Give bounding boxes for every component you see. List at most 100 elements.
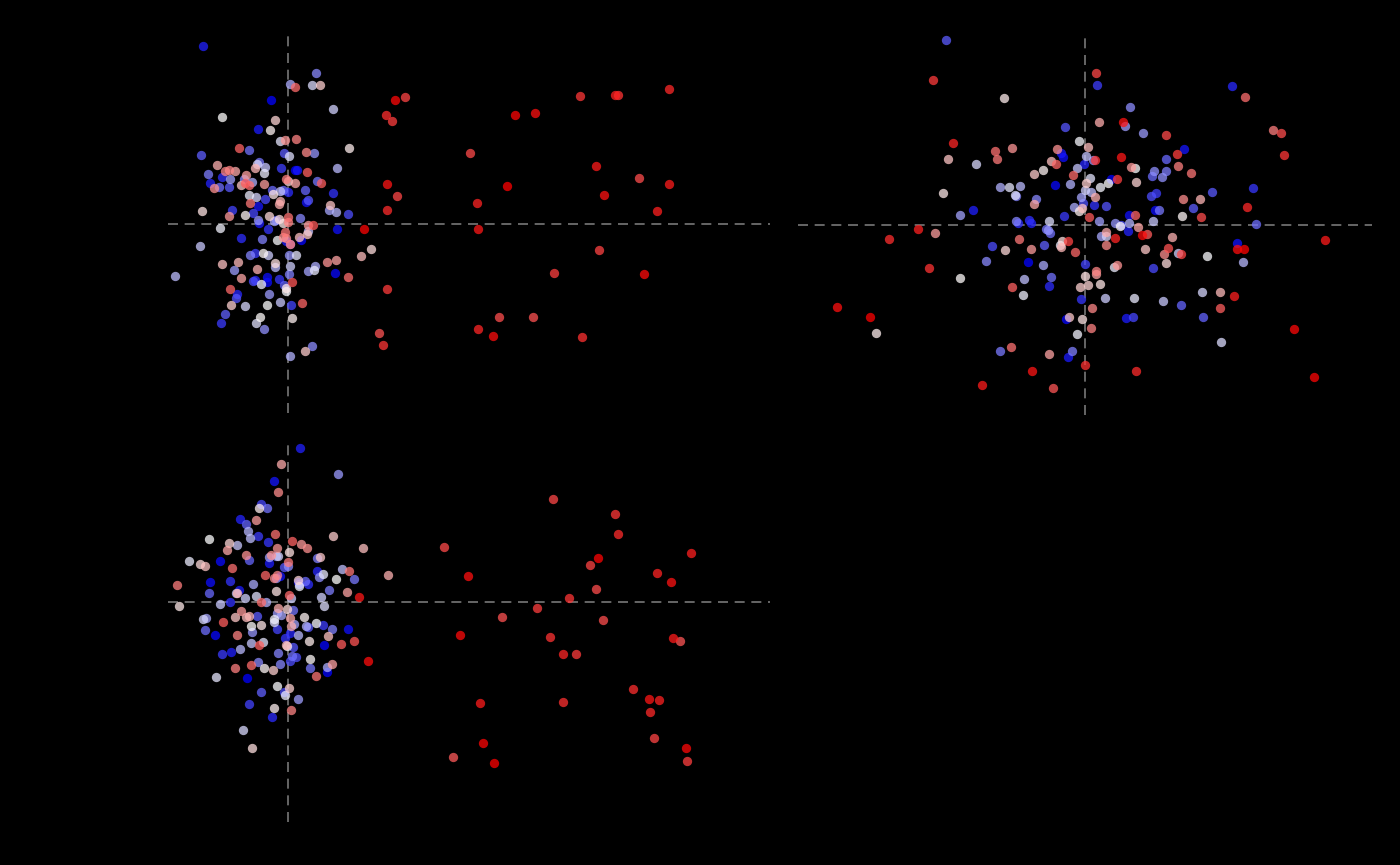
Point	[217, 163, 239, 176]
Point	[1071, 312, 1093, 326]
Point	[1064, 245, 1086, 259]
Point	[295, 619, 318, 633]
Point	[297, 224, 319, 238]
Point	[367, 326, 389, 340]
Point	[283, 617, 305, 631]
Point	[1145, 186, 1168, 200]
Point	[281, 275, 304, 289]
Point	[1121, 310, 1144, 324]
Point	[224, 611, 246, 625]
Point	[224, 163, 246, 177]
Point	[1021, 215, 1043, 229]
Point	[239, 657, 262, 671]
Point	[312, 599, 335, 612]
Point	[279, 77, 301, 91]
Point	[981, 240, 1004, 253]
Point	[1245, 217, 1267, 231]
Point	[865, 326, 888, 340]
Point	[266, 484, 288, 498]
Point	[262, 214, 284, 227]
Point	[375, 177, 398, 191]
Point	[942, 136, 965, 150]
Point	[277, 428, 300, 442]
Point	[386, 189, 409, 202]
Point	[312, 567, 335, 580]
Point	[937, 151, 959, 165]
Point	[622, 682, 644, 695]
Point	[1033, 238, 1056, 252]
Point	[1071, 201, 1093, 215]
Point	[988, 343, 1011, 357]
Point	[384, 93, 406, 106]
Point	[283, 80, 305, 94]
Point	[295, 145, 318, 159]
Point	[220, 283, 242, 297]
Point	[246, 157, 269, 171]
Point	[248, 502, 270, 516]
Point	[1117, 224, 1140, 238]
Point	[230, 605, 252, 618]
Point	[234, 176, 256, 189]
Point	[1072, 157, 1095, 171]
Point	[1077, 279, 1099, 292]
Point	[258, 550, 280, 564]
Point	[552, 647, 574, 661]
Point	[199, 176, 221, 190]
Point	[280, 619, 302, 633]
Point	[230, 271, 252, 285]
Point	[237, 524, 259, 538]
Point	[262, 187, 284, 201]
Point	[588, 243, 610, 257]
Point	[1103, 231, 1126, 245]
Point	[680, 546, 703, 560]
Point	[1170, 208, 1193, 222]
Point	[543, 266, 566, 280]
Point	[1035, 222, 1057, 236]
Point	[1032, 163, 1054, 176]
Point	[1119, 216, 1141, 230]
Point	[304, 670, 326, 683]
Point	[242, 206, 265, 220]
Point	[1148, 203, 1170, 217]
Point	[1113, 119, 1135, 133]
Point	[395, 90, 417, 104]
Point	[1084, 189, 1106, 203]
Point	[1005, 189, 1028, 203]
Point	[273, 688, 295, 702]
Point	[252, 246, 274, 260]
Point	[318, 202, 340, 216]
Point	[1120, 160, 1142, 174]
Point	[274, 172, 297, 186]
Point	[1106, 258, 1128, 272]
Point	[1127, 221, 1149, 234]
Point	[1196, 249, 1218, 263]
Point	[659, 575, 682, 589]
Point	[276, 231, 298, 245]
Point	[244, 272, 266, 286]
Point	[949, 271, 972, 285]
Point	[1100, 171, 1123, 185]
Point	[349, 591, 371, 605]
Point	[1191, 310, 1214, 324]
Point	[227, 586, 249, 599]
Point	[211, 615, 234, 629]
Point	[307, 552, 329, 566]
Point	[263, 615, 286, 629]
Point	[263, 474, 286, 488]
Point	[1037, 223, 1060, 237]
Point	[1141, 215, 1163, 228]
Point	[377, 203, 399, 217]
Point	[253, 177, 276, 191]
Point	[294, 344, 316, 358]
Point	[277, 185, 300, 199]
Point	[235, 516, 258, 530]
Point	[235, 168, 258, 182]
Point	[1053, 209, 1075, 223]
Point	[1016, 255, 1039, 269]
Point	[274, 281, 297, 295]
Point	[592, 189, 615, 202]
Point	[251, 497, 273, 511]
Point	[239, 248, 262, 262]
Point	[1057, 234, 1079, 248]
Point	[253, 661, 276, 675]
